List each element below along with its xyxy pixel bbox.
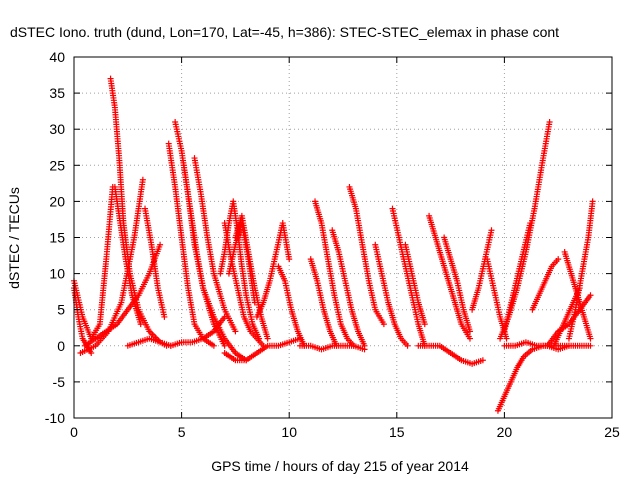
data-point — [296, 335, 303, 342]
data-point — [555, 256, 562, 263]
data-point — [421, 321, 428, 328]
series-arc-26 — [372, 241, 411, 349]
series-arc-08 — [124, 335, 170, 349]
series-arc-02 — [71, 285, 95, 357]
x-tick-label: 25 — [604, 424, 620, 440]
data-markers — [71, 75, 596, 414]
series-arc-41 — [544, 292, 594, 349]
y-tick-label: -10 — [45, 410, 65, 426]
data-point — [251, 299, 258, 306]
data-point — [88, 350, 95, 357]
data-point — [466, 335, 473, 342]
data-point — [404, 342, 411, 349]
series-arc-14 — [217, 198, 263, 342]
y-axis-label: dSTEC / TECUs — [6, 187, 22, 289]
data-point — [210, 342, 217, 349]
series-arc-27 — [389, 205, 428, 349]
y-tick-label: 5 — [57, 302, 65, 318]
series-arc-11 — [180, 162, 228, 349]
data-point — [157, 241, 164, 248]
series-arc-07 — [142, 205, 168, 320]
data-point — [587, 335, 594, 342]
x-tick-label: 0 — [70, 424, 78, 440]
series-arc-24 — [346, 183, 387, 328]
y-tick-label: 20 — [49, 193, 65, 209]
data-point — [587, 292, 594, 299]
y-tick-label: 35 — [49, 85, 65, 101]
series-arc-34 — [494, 342, 572, 414]
series-arc-37 — [529, 256, 562, 313]
data-point — [137, 321, 144, 328]
series-arc-18 — [253, 220, 293, 320]
y-tick-label: 40 — [49, 49, 65, 65]
series-arc-31 — [469, 227, 495, 313]
y-tick-label: 0 — [57, 338, 65, 354]
axis-ticks: 0 5 10 15 20 25 -10 -5 0 5 10 15 20 25 30 35 40 — [45, 49, 620, 440]
series-arc-17 — [225, 220, 258, 306]
series-arc-13 — [167, 313, 228, 349]
data-point — [587, 342, 594, 349]
data-point — [232, 328, 239, 335]
series-arc-23 — [329, 227, 368, 349]
data-point — [503, 335, 510, 342]
data-point — [161, 313, 168, 320]
series-arc-06 — [111, 183, 144, 328]
series-arc-35 — [497, 118, 553, 342]
series-arc-04 — [81, 241, 164, 349]
x-tick-label: 20 — [497, 424, 513, 440]
chart-title: dSTEC Iono. truth (dund, Lon=170, Lat=-4… — [10, 24, 559, 40]
data-point — [361, 346, 368, 353]
y-tick-label: 30 — [49, 121, 65, 137]
series-arc-36 — [501, 220, 534, 335]
series-arc-01 — [71, 183, 116, 342]
series-arc-28 — [402, 241, 428, 328]
series-arc-19 — [275, 263, 308, 349]
data-point — [589, 198, 596, 205]
series-arc-22 — [307, 256, 340, 349]
series-arc-12 — [191, 155, 239, 335]
series-arc-30 — [441, 234, 473, 335]
data-point — [466, 328, 473, 335]
x-axis-label: GPS time / hours of day 215 of year 2014 — [211, 458, 469, 474]
x-tick-label: 10 — [281, 424, 297, 440]
data-point — [139, 176, 146, 183]
x-tick-label: 15 — [389, 424, 405, 440]
y-tick-label: 10 — [49, 266, 65, 282]
data-point — [264, 335, 271, 342]
data-point — [380, 321, 387, 328]
data-point — [221, 313, 228, 320]
data-point — [221, 342, 228, 349]
series-arc-32 — [484, 256, 510, 342]
data-point — [479, 357, 486, 364]
data-point — [286, 256, 293, 263]
y-tick-label: -5 — [53, 374, 66, 390]
x-tick-label: 5 — [178, 424, 186, 440]
series-arc-40 — [565, 198, 596, 342]
data-point — [488, 227, 495, 234]
series-arc-33 — [415, 342, 486, 367]
series-arc-29 — [426, 212, 473, 342]
series-arc-42 — [501, 339, 594, 353]
data-point — [546, 118, 553, 125]
y-tick-label: 25 — [49, 157, 65, 173]
y-tick-label: 15 — [49, 230, 65, 246]
data-point — [527, 220, 534, 227]
series-arc-20 — [221, 335, 303, 364]
series-arc-25 — [296, 342, 368, 353]
